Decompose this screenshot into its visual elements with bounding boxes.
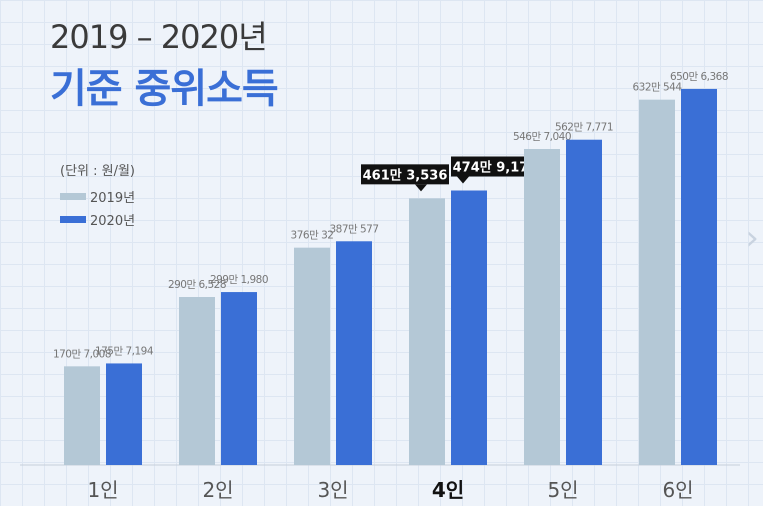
data-label-2019년-3인: 376만 32 bbox=[291, 230, 334, 242]
category-label-4인: 4인 bbox=[432, 478, 464, 502]
data-label-2020년-1인: 175만 7,194 bbox=[95, 345, 154, 357]
data-label-bg-2019년-4인 bbox=[361, 164, 449, 185]
bar-4인-2019년 bbox=[409, 198, 445, 465]
data-label-2019년-6인: 632만 544 bbox=[632, 82, 682, 94]
category-label-5인: 5인 bbox=[547, 478, 578, 502]
bar-5인-2019년 bbox=[524, 149, 560, 466]
data-label-2019년-2인: 290만 6,528 bbox=[168, 279, 226, 291]
bar-3인-2020년 bbox=[336, 241, 372, 465]
data-label-bg-2020년-4인 bbox=[451, 156, 539, 177]
bar-5인-2020년 bbox=[566, 139, 602, 465]
category-label-1인: 1인 bbox=[87, 478, 118, 502]
data-label-2020년-6인: 650만 6,368 bbox=[670, 71, 728, 83]
data-label-2019년-1인: 170만 7,008 bbox=[53, 348, 111, 360]
unit-label: (단위 : 원/월) bbox=[60, 164, 136, 179]
bar-1인-2020년 bbox=[106, 363, 142, 465]
bar-6인-2019년 bbox=[639, 99, 675, 466]
data-label-2019년-4인: 461만 3,536 bbox=[363, 167, 448, 183]
legend-label-2019: 2019년 bbox=[90, 191, 136, 206]
data-label-2020년-2인: 299만 1,980 bbox=[210, 274, 268, 286]
bar-6인-2020년 bbox=[681, 88, 717, 465]
category-label-3인: 3인 bbox=[317, 478, 348, 502]
data-label-2019년-5인: 546만 7,040 bbox=[513, 131, 571, 143]
chart-title: 기준 중위소득 bbox=[50, 66, 279, 112]
legend-swatch-2019 bbox=[60, 193, 86, 200]
legend-label-2020: 2020년 bbox=[90, 214, 136, 229]
legend-item-2020: 2020년 bbox=[60, 210, 135, 229]
category-label-6인: 6인 bbox=[662, 478, 693, 502]
next-arrow-icon[interactable]: › bbox=[745, 218, 759, 258]
legend-item-2019: 2019년 bbox=[60, 187, 135, 206]
category-label-2인: 2인 bbox=[202, 478, 233, 502]
bar-1인-2019년 bbox=[64, 366, 100, 465]
chart-title-years: 2019 – 2020년 bbox=[50, 18, 268, 56]
data-label-pointer-2019년-4인 bbox=[415, 184, 427, 192]
bar-4인-2020년 bbox=[451, 190, 487, 465]
bar-2인-2019년 bbox=[179, 297, 215, 465]
data-label-pointer-2020년-4인 bbox=[457, 176, 469, 184]
legend-swatch-2020 bbox=[60, 216, 86, 223]
data-label-2020년-5인: 562만 7,771 bbox=[555, 122, 613, 134]
bar-3인-2019년 bbox=[294, 247, 330, 465]
data-label-2020년-3인: 387만 577 bbox=[329, 223, 378, 235]
legend: (단위 : 원/월) 2019년 2020년 bbox=[60, 160, 135, 233]
data-label-2020년-4인: 474만 9,174 bbox=[453, 159, 538, 175]
bar-2인-2020년 bbox=[221, 292, 257, 465]
